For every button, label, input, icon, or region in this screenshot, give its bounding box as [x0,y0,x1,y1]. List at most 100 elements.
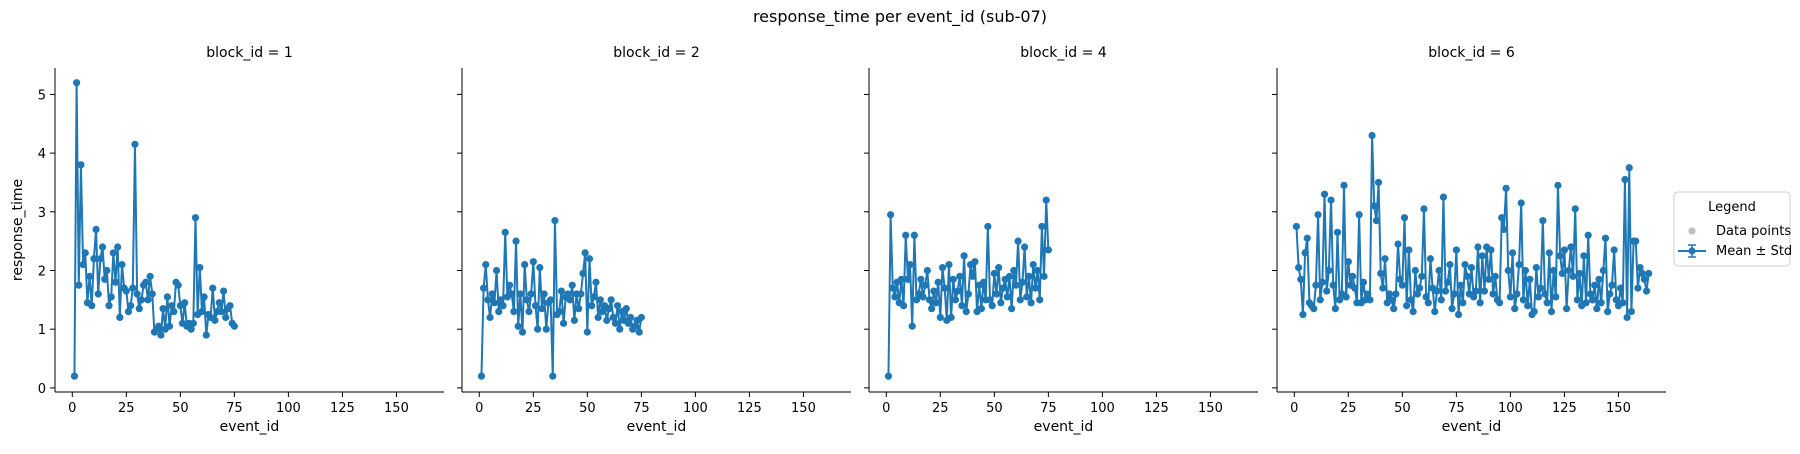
data-point [590,293,598,301]
data-point [1625,164,1633,172]
data-point [122,287,130,295]
data-point [1591,281,1599,289]
data-point [1301,249,1309,257]
data-point [1457,281,1465,289]
x-tick-label: 150 [384,401,409,416]
data-point [215,299,223,307]
legend-title: Legend [1708,200,1756,215]
data-point [635,328,643,336]
facet-panel-3: block_id = 4 0 25 50 75 100 125 150 event_id [864,45,1258,435]
data-point [1467,263,1476,272]
data-point [555,307,563,316]
data-point [111,278,120,286]
data-point [616,325,624,333]
x-tick-label: 100 [276,401,301,416]
data-point [146,272,154,280]
data-point [1543,299,1551,307]
legend-marker-icon [1688,247,1696,255]
data-point [1021,243,1029,251]
data-point [1558,269,1566,278]
data-point [1480,287,1489,295]
data-point [73,79,81,87]
data-point [626,313,635,322]
data-point [1619,299,1627,307]
data-point [1472,287,1480,295]
data-point [77,161,85,169]
data-point [547,296,555,304]
data-point [486,313,494,322]
data-point [70,372,79,380]
data-point [155,322,163,330]
data-point [568,281,576,289]
data-point [187,325,195,333]
data-point [516,290,524,298]
chart-title: response_time per event_id (sub-07) [753,7,1047,27]
x-tick-label: 75 [633,401,650,416]
facet-panel-2: block_id = 2 0 25 50 75 100 125 150 event_id [457,45,851,435]
data-point [98,243,107,251]
data-point [1562,305,1571,313]
x-tick-label: 100 [1090,401,1115,416]
data-point [1545,249,1553,257]
data-point [527,290,535,298]
data-point [917,275,925,283]
data-point [607,296,615,304]
y-tick-label: 4 [38,147,46,162]
data-point [508,290,516,298]
data-point [624,319,633,327]
data-point [200,293,208,301]
x-tick-label: 25 [1340,401,1357,416]
data-point [1539,217,1547,225]
data-point [531,302,540,310]
data-point [1044,246,1052,254]
data-point [1521,266,1530,275]
data-point [1541,290,1549,298]
data-point [1461,261,1469,269]
data-point [995,263,1003,272]
x-tick-label: 50 [1394,401,1411,416]
data-point [90,255,98,263]
data-point [1439,193,1448,201]
data-point [962,307,970,316]
x-tick-label: 125 [330,401,355,416]
data-point [1606,290,1614,298]
data-point [92,225,100,234]
data-point [1513,290,1521,298]
data-point [1040,272,1048,280]
data-point [956,272,964,280]
data-point [1318,278,1326,286]
data-point [583,328,591,336]
data-point [490,299,499,307]
x-tick-label: 0 [1290,401,1298,416]
data-point [932,299,940,307]
data-point [570,316,578,324]
legend-label-data-points: Data points [1716,224,1791,239]
data-point [1565,266,1573,275]
data-point [137,296,146,304]
legend-frame [1673,191,1791,267]
data-point [1511,305,1519,313]
data-point [1550,266,1558,275]
data-point [1359,278,1368,286]
data-point [1502,184,1510,192]
data-point [1409,307,1417,316]
data-point [906,261,914,269]
data-point [1441,287,1450,295]
data-point [923,266,931,275]
data-point [1612,296,1620,304]
data-point [81,249,89,257]
data-point [1593,305,1601,313]
data-point [170,307,178,316]
data-point [1310,305,1318,313]
data-point [523,296,531,304]
data-point [144,296,152,304]
data-point [594,313,602,322]
data-point [1506,293,1514,301]
data-point [949,275,957,283]
data-point [921,281,929,289]
data-point [191,214,200,222]
data-point [1623,313,1631,322]
data-point [598,307,607,316]
